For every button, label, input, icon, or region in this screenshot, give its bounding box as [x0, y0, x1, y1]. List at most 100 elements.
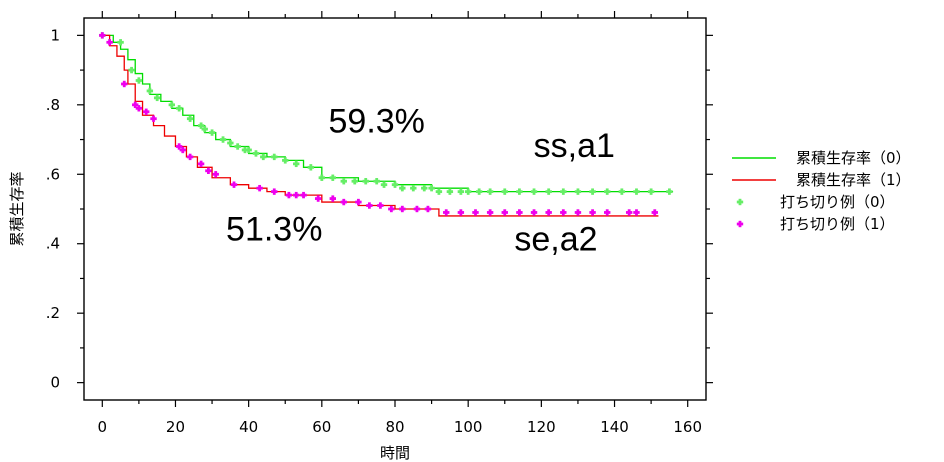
- censor-point: [314, 195, 322, 202]
- censor-point: [205, 167, 212, 174]
- censor-mark-v: [247, 146, 251, 154]
- x-tick-label: 20: [166, 418, 185, 436]
- censor-mark-v: [518, 209, 521, 216]
- y-tick-label: .2: [46, 304, 60, 322]
- censor-mark-v: [620, 188, 624, 195]
- censor-point: [106, 39, 113, 46]
- censor-mark-v: [605, 188, 609, 195]
- axes-layer: 0 20 40 60 80 100 120 140 160 0 .2 .4 .6 .8 1 時間 累積生存率: [8, 11, 713, 462]
- censor-point: [179, 146, 186, 154]
- censor-mark-v: [148, 87, 152, 95]
- censor-point: [340, 178, 347, 185]
- censor-series-3: [99, 32, 658, 216]
- censor-point: [300, 191, 307, 199]
- censor-point: [380, 181, 388, 188]
- censor-point: [399, 184, 406, 192]
- censor-mark-v: [236, 143, 240, 150]
- censor-point: [362, 178, 369, 185]
- censor-mark-v: [591, 209, 594, 216]
- censor-mark-v: [488, 188, 492, 195]
- censor-point: [340, 198, 347, 206]
- censor-mark-v: [221, 136, 225, 143]
- censor-mark-v: [133, 101, 137, 109]
- censor-point: [186, 153, 194, 161]
- censor-mark-v: [576, 209, 580, 216]
- censor-point: [457, 188, 465, 195]
- series-layer: [99, 32, 674, 217]
- x-tick-label: 160: [673, 418, 702, 436]
- censor-mark-v: [357, 198, 360, 206]
- censor-mark-v: [188, 153, 192, 161]
- censor-point: [633, 188, 640, 195]
- censor-mark-v: [378, 202, 382, 209]
- censor-mark-v: [199, 160, 203, 168]
- censor-mark-v: [342, 178, 346, 185]
- x-axis-label: 時間: [380, 444, 410, 462]
- censor-mark-v: [331, 174, 335, 181]
- censor-mark-v: [272, 188, 276, 195]
- censor-point: [377, 202, 384, 209]
- censor-point: [633, 209, 640, 216]
- censor-point: [186, 115, 194, 122]
- censor-point: [175, 105, 183, 112]
- y-tick-label: 1: [50, 26, 60, 44]
- annotation-1: ss,a1: [534, 127, 615, 165]
- censor-point: [516, 188, 523, 195]
- censor-mark-v: [228, 139, 232, 147]
- censor-point: [146, 87, 154, 95]
- censor-mark-v: [144, 108, 148, 115]
- censor-point: [472, 209, 479, 216]
- censor-mark-v: [466, 188, 470, 195]
- censor-mark-v: [635, 209, 638, 216]
- x-tick-label: 60: [312, 418, 331, 436]
- censor-point: [545, 209, 552, 216]
- censor-point: [307, 164, 315, 171]
- censor-point: [150, 115, 157, 122]
- censor-point: [208, 129, 216, 136]
- legend: 累積生存率（0） 累積生存率（1） 打ち切り例（0） 打ち切り例（1）: [732, 149, 911, 233]
- censor-mark-v: [547, 188, 551, 195]
- censor-mark-v: [411, 184, 415, 192]
- censor-point: [252, 150, 260, 157]
- censor-mark-v: [316, 195, 320, 202]
- censor-point: [285, 191, 293, 199]
- censor-mark-v: [426, 205, 430, 213]
- legend-label: 累積生存率（1）: [796, 171, 911, 189]
- censor-mark-v: [367, 202, 371, 209]
- censor-mark-v: [415, 205, 419, 213]
- annotation-2: 51.3%: [226, 210, 322, 248]
- censor-mark-v: [122, 80, 126, 88]
- x-tick-label: 0: [98, 418, 108, 436]
- censor-mark-v: [294, 160, 298, 168]
- censor-mark-v: [283, 157, 287, 164]
- censor-point: [245, 146, 252, 154]
- censor-mark-v: [437, 188, 441, 195]
- censor-mark-v: [181, 146, 185, 154]
- censor-point: [391, 181, 399, 188]
- censor-point: [399, 205, 406, 213]
- censor-mark-v: [130, 66, 133, 74]
- censor-series-2: [99, 32, 673, 195]
- censor-mark-v: [207, 167, 210, 174]
- annotation-layer: 59.3% ss,a1 51.3% se,a2: [226, 103, 615, 259]
- censor-mark-v: [119, 39, 122, 46]
- censor-point: [227, 139, 234, 147]
- annotation-3: se,a2: [514, 221, 597, 259]
- censor-point: [574, 209, 582, 216]
- censor-point: [501, 188, 508, 195]
- censor-point: [604, 209, 611, 216]
- censor-mark-v: [627, 209, 631, 216]
- censor-point: [241, 146, 249, 154]
- censor-point: [99, 32, 106, 39]
- censor-point: [421, 184, 428, 192]
- censor-point: [410, 184, 417, 192]
- annotation-0: 59.3%: [329, 103, 425, 141]
- censor-mark-v: [459, 188, 463, 195]
- censor-point: [271, 188, 278, 195]
- censor-point: [388, 205, 395, 213]
- censor-point: [256, 184, 263, 192]
- censor-mark-v: [342, 198, 346, 206]
- legend-censor-swatch: [736, 198, 744, 206]
- x-tick-label: 120: [527, 418, 556, 436]
- censor-point: [516, 209, 523, 216]
